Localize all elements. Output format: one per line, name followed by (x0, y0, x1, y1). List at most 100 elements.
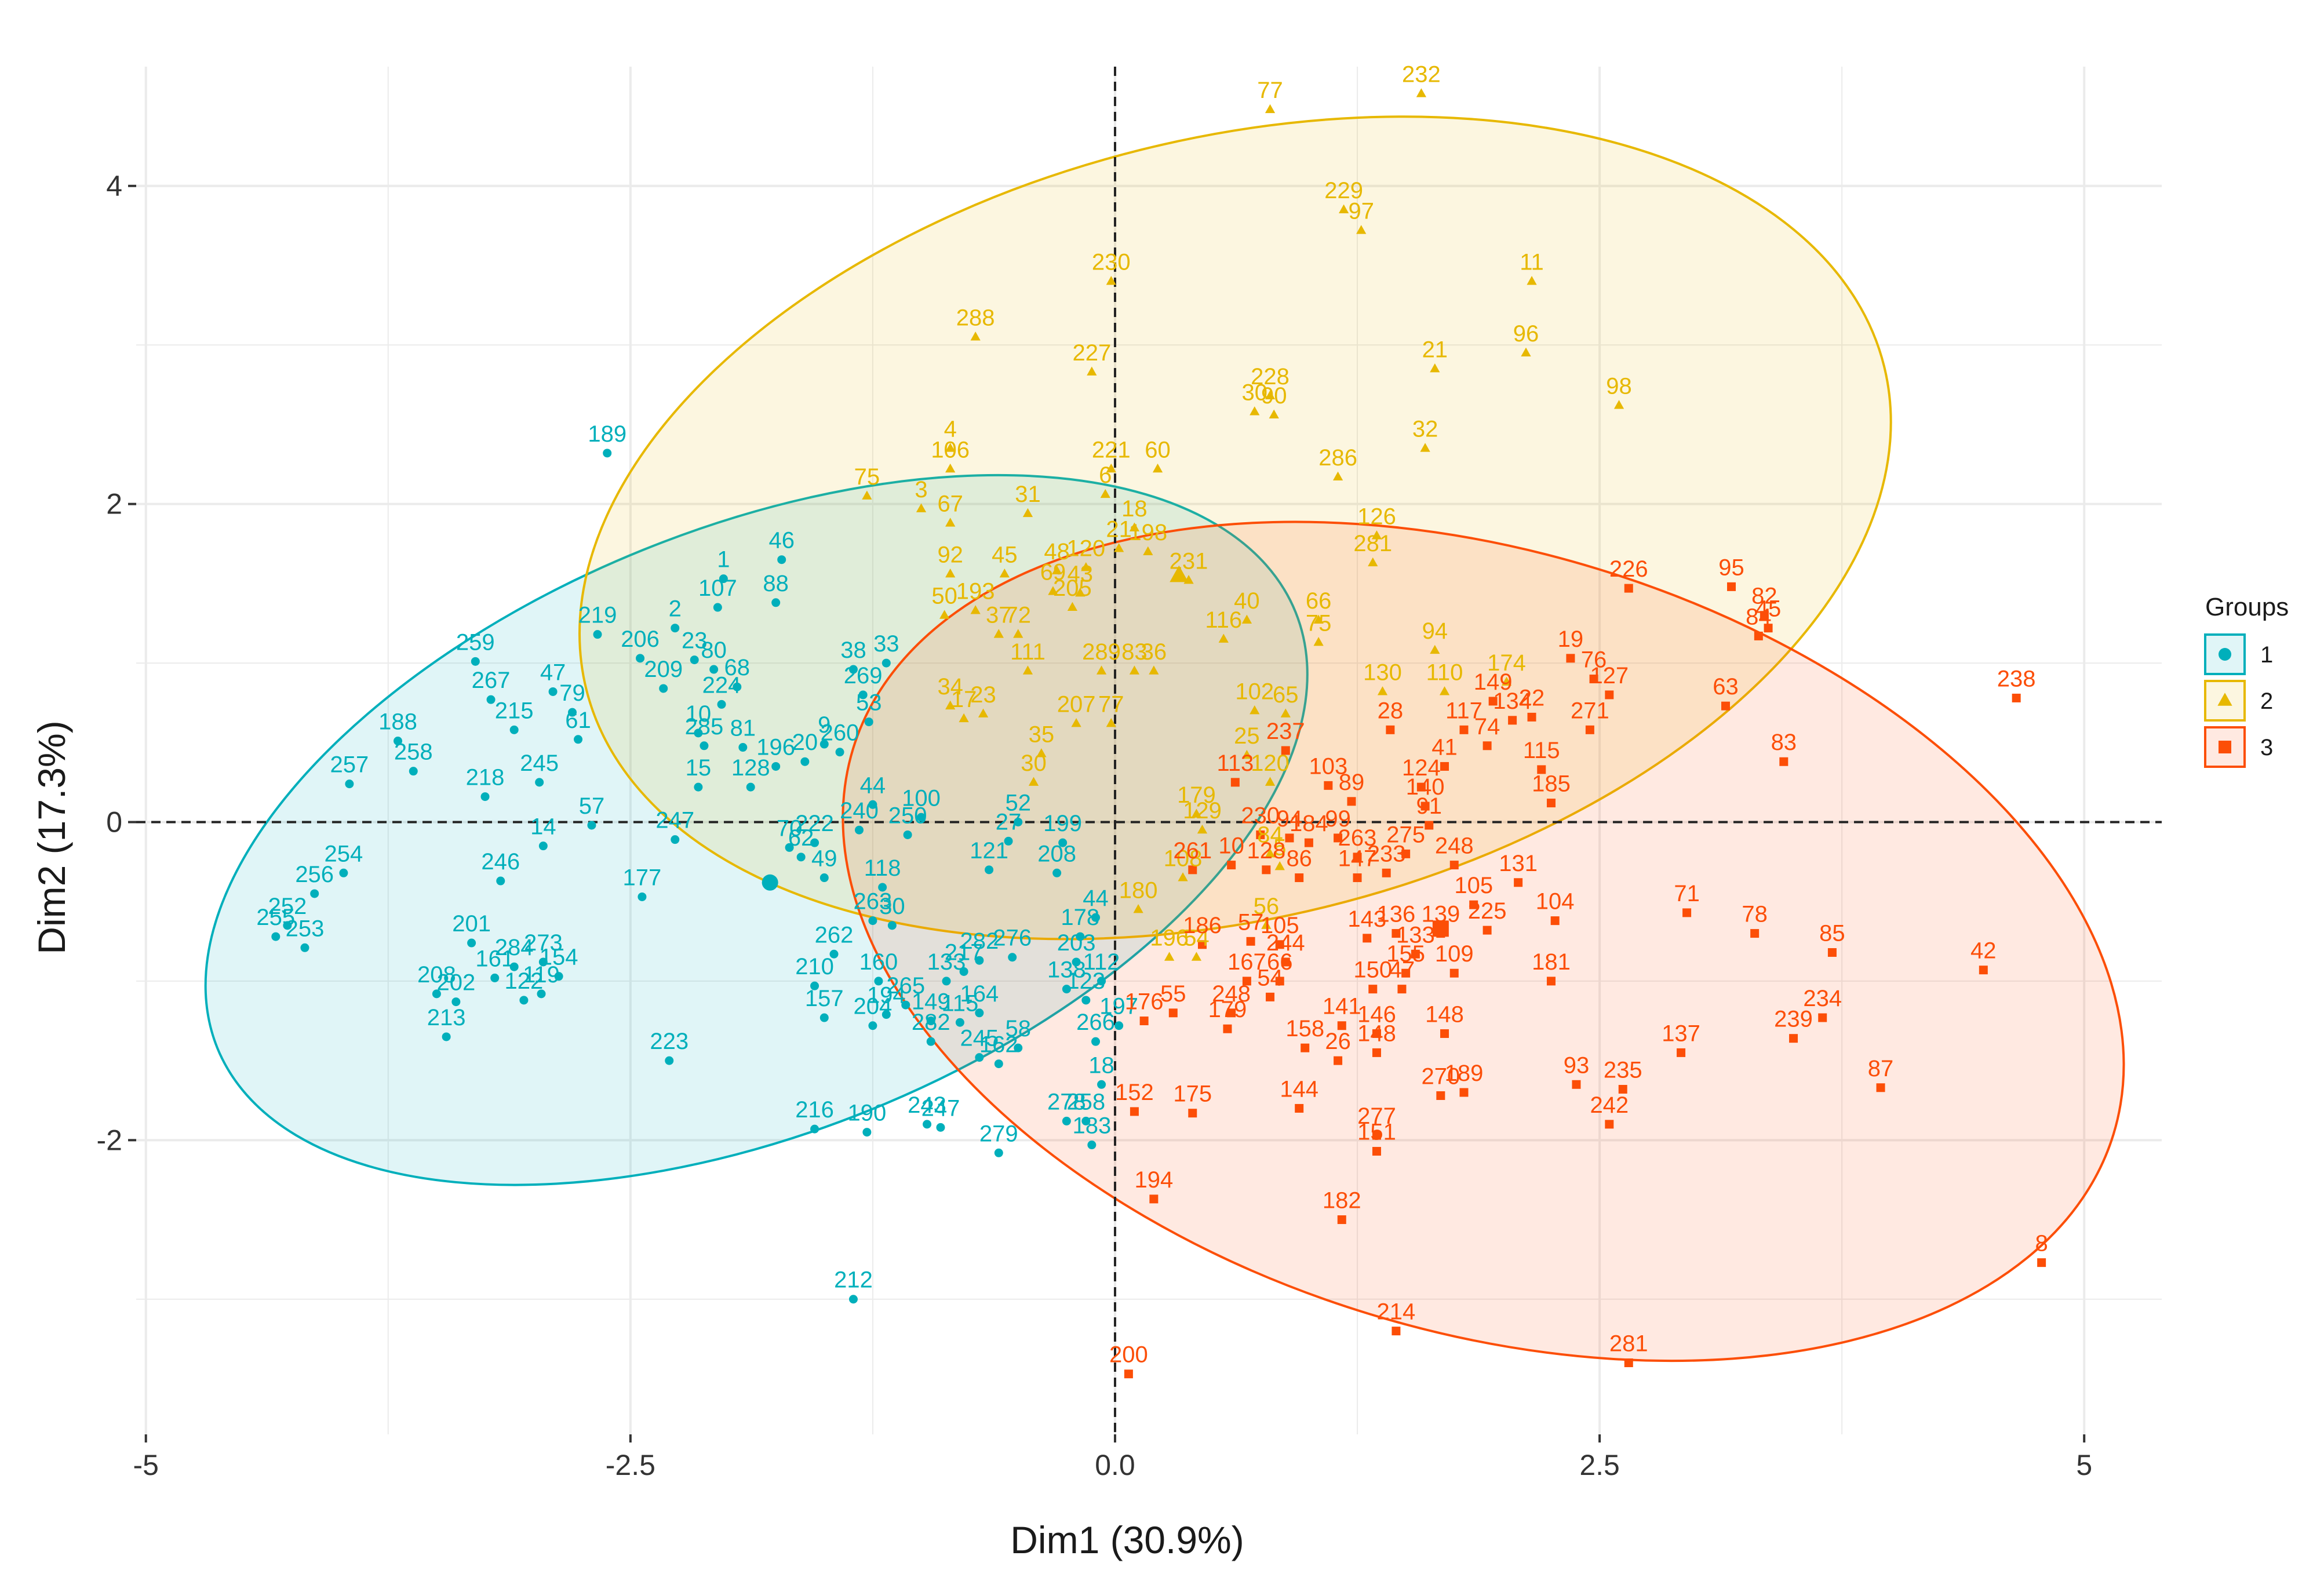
data-point-group-3 (1624, 1358, 1633, 1368)
data-point-group-2 (1313, 637, 1324, 646)
point-label: 111 (1010, 639, 1046, 665)
point-label: 45 (992, 542, 1018, 567)
point-label: 161 (475, 946, 514, 971)
point-label: 178 (1061, 905, 1099, 930)
point-label: 84 (1746, 604, 1772, 629)
point-label: 222 (795, 811, 834, 836)
data-point-group-3 (1295, 1103, 1304, 1113)
data-point-group-2 (1149, 665, 1159, 675)
data-point-group-1 (835, 748, 844, 757)
data-point-group-3 (1682, 908, 1692, 917)
data-point-group-1 (310, 889, 319, 898)
data-point-group-1 (994, 1148, 1003, 1157)
point-label: 206 (621, 626, 660, 652)
data-point-group-2 (1096, 665, 1107, 675)
point-label: 204 (854, 994, 893, 1019)
point-label: 157 (805, 986, 844, 1011)
data-point-group-3 (1411, 949, 1420, 959)
point-label: 143 (1347, 906, 1386, 932)
point-label: 164 (960, 981, 999, 1007)
data-point-group-3 (1242, 977, 1251, 986)
point-label: 19 (1558, 626, 1584, 652)
point-label: 44 (1083, 886, 1109, 911)
point-label: 234 (1803, 986, 1842, 1011)
data-point-group-1 (1097, 1080, 1106, 1089)
point-label: 42 (1970, 938, 1997, 964)
data-point-group-3 (1508, 716, 1517, 725)
point-label: 92 (937, 542, 963, 567)
data-point-group-3 (1779, 757, 1788, 766)
data-point-group-1 (994, 1059, 1003, 1069)
data-point-group-3 (1246, 937, 1255, 946)
point-label: 3 (915, 477, 927, 502)
data-point-group-2 (1280, 708, 1291, 717)
data-point-group-1 (442, 1032, 451, 1041)
centroid-group-3 (1432, 920, 1449, 937)
point-label: 116 (1205, 607, 1242, 633)
point-label: 66 (1306, 588, 1332, 614)
point-label: 99 (1325, 806, 1351, 832)
point-label: 49 (811, 846, 837, 872)
data-point-group-1 (901, 1000, 910, 1010)
point-label: 35 (1029, 722, 1055, 747)
point-label: 230 (1092, 249, 1131, 275)
data-point-group-2 (1439, 686, 1450, 695)
point-label: 91 (1416, 793, 1443, 819)
point-label: 38 (840, 638, 866, 663)
data-point-group-2 (1430, 644, 1440, 654)
point-label: 282 (960, 928, 999, 954)
point-label: 96 (1513, 321, 1539, 347)
point-label: 83 (1771, 730, 1797, 755)
data-point-group-3 (1304, 838, 1313, 847)
y-tick-label: 0 (106, 806, 122, 838)
point-label: 235 (1604, 1058, 1642, 1083)
point-label: 94 (1422, 618, 1448, 644)
data-point-group-2 (1430, 363, 1440, 373)
point-label: 208 (1037, 841, 1076, 866)
point-label: 257 (330, 752, 369, 778)
legend-key-group-1 (2204, 633, 2246, 675)
point-label: 256 (295, 862, 334, 887)
point-label: 115 (942, 990, 979, 1016)
y-axis-title: Dim2 (17.3%) (30, 720, 73, 954)
point-label: 131 (1499, 851, 1538, 876)
point-label: 221 (1092, 437, 1131, 462)
point-label: 65 (1273, 682, 1299, 708)
point-label: 53 (856, 690, 882, 716)
data-point-group-1 (923, 1120, 932, 1129)
point-label: 44 (860, 773, 886, 798)
data-point-group-1 (1114, 1021, 1124, 1030)
point-label: 11 (1520, 249, 1544, 275)
legend: Groups 1 2 3 (2204, 593, 2289, 768)
point-label: 270 (1421, 1063, 1460, 1089)
data-point-group-3 (1618, 1085, 1627, 1094)
data-point-group-1 (690, 655, 699, 665)
data-point-group-1 (854, 825, 864, 835)
point-label: 181 (1532, 949, 1571, 975)
data-point-group-3 (1149, 1194, 1159, 1204)
point-label: 57 (579, 793, 605, 819)
data-point-group-1 (671, 624, 680, 633)
data-point-group-2 (1071, 717, 1081, 727)
data-point-group-3 (1139, 1017, 1149, 1026)
data-point-group-1 (819, 1013, 829, 1022)
y-tick-label: 4 (106, 170, 122, 202)
point-label: 189 (1445, 1061, 1484, 1086)
data-point-group-1 (548, 687, 558, 696)
point-label: 210 (795, 954, 834, 979)
point-label: 244 (1266, 930, 1305, 956)
reference-lines (136, 67, 2162, 1434)
data-point-group-2 (1133, 904, 1143, 913)
data-point-group-3 (1363, 934, 1372, 943)
data-point-group-1 (936, 1123, 945, 1132)
point-label: 199 (1043, 811, 1082, 836)
point-label: 138 (1047, 957, 1086, 983)
point-label: 196 (1150, 926, 1189, 951)
point-label: 146 (1357, 1001, 1396, 1027)
data-point-group-3 (1459, 1088, 1469, 1097)
point-label: 126 (1357, 504, 1396, 530)
point-label: 231 (1170, 548, 1208, 574)
data-point-group-3 (1188, 865, 1197, 875)
data-point-group-2 (1218, 633, 1229, 643)
data-point-group-1 (796, 853, 806, 862)
